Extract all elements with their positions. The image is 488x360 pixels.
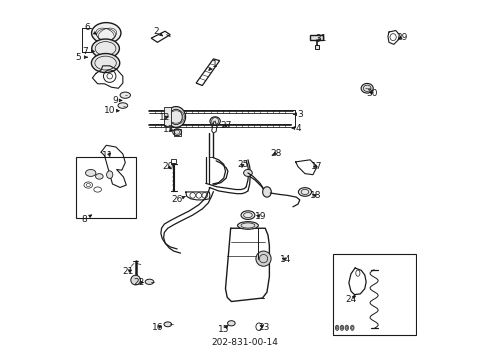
Text: 9: 9 [112, 96, 122, 105]
Text: 26: 26 [171, 195, 185, 204]
Text: 8: 8 [81, 215, 92, 224]
Ellipse shape [227, 321, 235, 326]
Bar [171, 159, 176, 163]
Text: 22: 22 [133, 278, 144, 287]
Text: 12: 12 [158, 113, 170, 122]
Bar [173, 129, 180, 136]
Ellipse shape [172, 129, 181, 136]
Ellipse shape [345, 325, 348, 330]
Text: 11: 11 [102, 151, 114, 160]
Text: 10: 10 [104, 106, 119, 115]
Text: 15: 15 [218, 325, 229, 334]
Circle shape [130, 275, 140, 285]
Text: 202-831-00-14: 202-831-00-14 [211, 338, 277, 347]
Ellipse shape [163, 322, 171, 327]
Text: 6: 6 [84, 23, 96, 34]
Ellipse shape [350, 325, 353, 330]
Ellipse shape [241, 211, 254, 220]
Text: 19: 19 [254, 212, 266, 221]
Text: 27: 27 [221, 121, 232, 130]
Text: 17: 17 [311, 162, 322, 171]
Bar [164, 107, 171, 126]
Text: 3: 3 [293, 110, 302, 119]
Ellipse shape [92, 39, 119, 58]
Bar [76, 157, 136, 218]
Text: 30: 30 [366, 89, 377, 98]
Ellipse shape [118, 103, 127, 108]
Text: 28: 28 [269, 149, 281, 158]
Ellipse shape [340, 325, 343, 330]
Ellipse shape [95, 174, 103, 179]
Ellipse shape [91, 54, 120, 73]
Text: 7: 7 [82, 47, 94, 56]
Text: 29: 29 [395, 33, 407, 42]
Ellipse shape [209, 117, 220, 125]
Text: 20: 20 [162, 162, 173, 171]
Text: 25: 25 [237, 160, 248, 169]
Ellipse shape [145, 279, 153, 284]
Text: 5: 5 [76, 53, 87, 62]
Text: 13: 13 [163, 125, 174, 134]
Ellipse shape [120, 92, 130, 98]
Text: 31: 31 [314, 34, 325, 43]
Text: 1: 1 [208, 60, 218, 71]
Bar [309, 35, 323, 40]
Text: 4: 4 [291, 123, 300, 132]
Ellipse shape [298, 188, 311, 196]
Text: 14: 14 [280, 255, 291, 264]
Text: 16: 16 [151, 323, 163, 332]
Bar [332, 254, 415, 336]
Text: 2: 2 [153, 27, 163, 36]
Text: 21: 21 [122, 267, 133, 276]
Ellipse shape [85, 170, 96, 176]
Circle shape [255, 251, 270, 266]
Ellipse shape [106, 171, 113, 179]
Text: 24: 24 [345, 294, 356, 303]
Ellipse shape [243, 170, 252, 176]
Ellipse shape [166, 107, 185, 127]
Text: 23: 23 [258, 323, 269, 332]
Text: 18: 18 [309, 191, 321, 200]
Ellipse shape [262, 187, 271, 197]
Ellipse shape [237, 222, 258, 229]
Ellipse shape [335, 325, 338, 330]
Bar [314, 45, 318, 49]
Ellipse shape [361, 84, 372, 93]
Ellipse shape [91, 23, 121, 43]
